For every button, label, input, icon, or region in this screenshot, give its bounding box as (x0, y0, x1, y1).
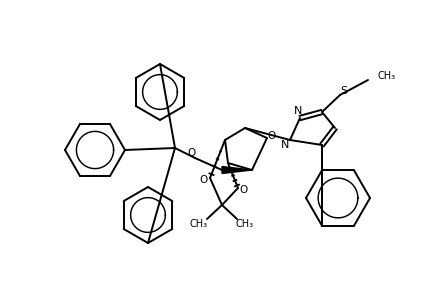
Text: N: N (281, 140, 289, 150)
Polygon shape (222, 166, 252, 173)
Text: CH₃: CH₃ (236, 219, 254, 229)
Text: O: O (240, 185, 248, 195)
Text: CH₃: CH₃ (378, 71, 396, 81)
Text: O: O (188, 148, 196, 158)
Text: O: O (268, 131, 276, 141)
Text: O: O (200, 175, 208, 185)
Text: CH₃: CH₃ (190, 219, 208, 229)
Text: S: S (341, 86, 348, 96)
Text: N: N (294, 106, 302, 116)
